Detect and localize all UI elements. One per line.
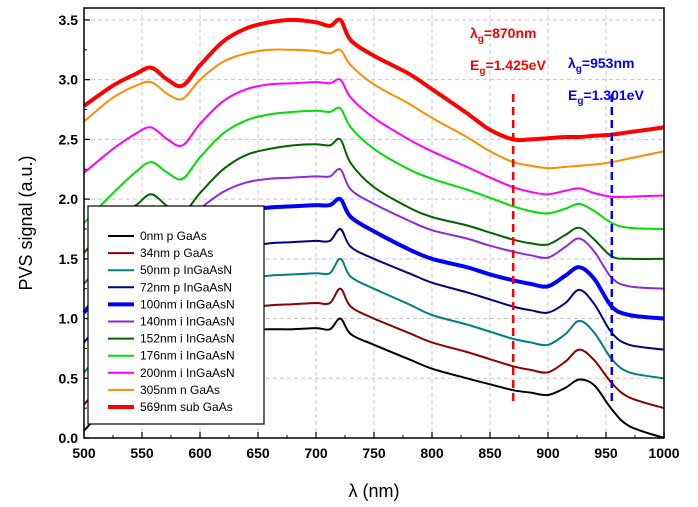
y-tick-label: 3.0	[59, 72, 79, 88]
legend: 0nm p GaAs 34nm p GaAs 50nm p InGaAsN 72nm …	[87, 205, 265, 425]
x-tick-label: 750	[362, 445, 386, 461]
x-tick-label: 600	[188, 445, 212, 461]
x-tick-label: 650	[246, 445, 270, 461]
y-tick-label: 1.0	[59, 311, 79, 327]
x-tick-label: 950	[594, 445, 618, 461]
legend-label-3: 72nm p InGaAsN	[140, 280, 232, 294]
y-tick-label: 0.0	[59, 430, 79, 446]
x-axis-label: λ (nm)	[349, 481, 400, 501]
legend-label-6: 152nm i InGaAsN	[140, 332, 235, 346]
wavelength-label-0: λg=870nm	[470, 25, 536, 45]
y-tick-label: 0.5	[59, 370, 79, 386]
x-tick-label: 550	[130, 445, 154, 461]
y-tick-label: 1.5	[59, 251, 79, 267]
x-tick-label: 700	[304, 445, 328, 461]
legend-label-4: 100nm i InGaAsN	[140, 297, 235, 311]
energy-label-0: Eg=1.425eV	[470, 57, 546, 77]
x-tick-label: 1000	[648, 445, 679, 461]
energy-label-1: Eg=1.301eV	[568, 87, 644, 107]
y-tick-label: 2.5	[59, 131, 79, 147]
x-tick-label: 500	[72, 445, 96, 461]
series-line-8	[83, 78, 665, 199]
grid-lines	[83, 8, 665, 439]
y-tick-label: 2.0	[59, 191, 79, 207]
series-line-10	[82, 17, 665, 143]
x-tick-label: 800	[420, 445, 444, 461]
axis-ticks: 500 550 600 650 700 750 800 850 900 950 1000 0.0 0.5…	[59, 12, 680, 461]
x-tick-label: 900	[536, 445, 560, 461]
y-axis-label: PVS signal (a.u.)	[16, 155, 36, 290]
legend-label-1: 34nm p GaAs	[140, 246, 213, 260]
series-line-7	[83, 106, 665, 230]
legend-box	[87, 205, 265, 425]
y-tick-label: 3.5	[59, 12, 79, 28]
legend-label-9: 305nm n GaAs	[140, 383, 220, 397]
x-tick-label: 850	[478, 445, 502, 461]
bandgap-annotations: λg=870nm Eg=1.425eV λg=953nm Eg=1.301eV	[470, 25, 644, 403]
legend-label-5: 140nm i InGaAsN	[140, 315, 235, 329]
legend-label-7: 176nm i InGaAsN	[140, 349, 235, 363]
legend-label-2: 50nm p InGaAsN	[140, 263, 232, 277]
legend-label-8: 200nm i InGaAsN	[140, 366, 235, 380]
legend-label-10: 569nm sub GaAs	[140, 400, 233, 414]
wavelength-label-1: λg=953nm	[568, 55, 634, 75]
legend-label-0: 0nm p GaAs	[140, 229, 207, 243]
series-line-9	[83, 48, 665, 170]
